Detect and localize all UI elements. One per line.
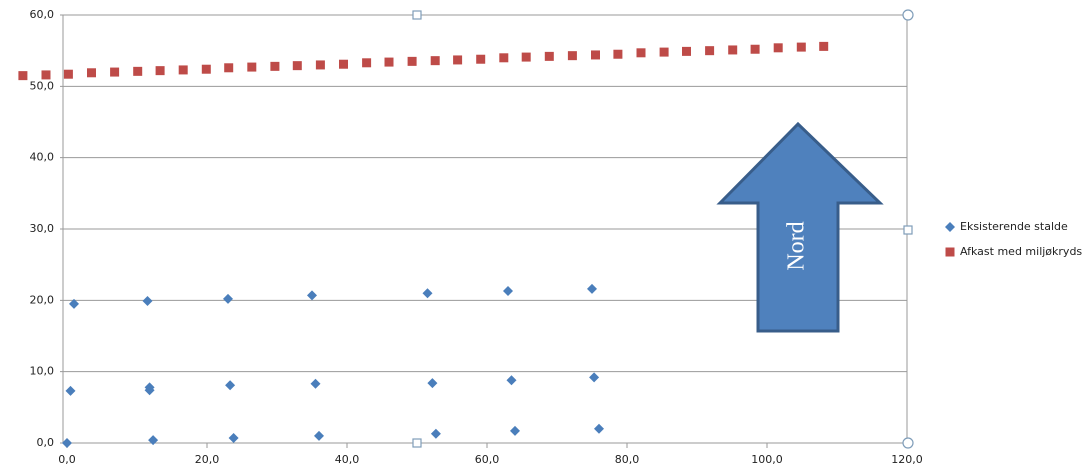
legend-label: Afkast med miljøkryds [960, 245, 1082, 258]
point [591, 50, 600, 60]
legend-marker [945, 247, 955, 257]
point [705, 46, 715, 56]
y-tick-label: 40,0 [30, 151, 55, 164]
point [87, 68, 96, 78]
point [314, 430, 324, 441]
point [362, 58, 372, 68]
point [613, 49, 623, 59]
y-tick-label: 20,0 [30, 293, 55, 306]
x-tick-label: 80,0 [615, 453, 640, 466]
point [499, 53, 509, 63]
north-arrow: Nord [716, 121, 884, 333]
y-tick-label: 50,0 [30, 79, 55, 92]
arrow-label: Nord [784, 221, 810, 270]
point [247, 62, 257, 72]
point [41, 70, 51, 80]
point [63, 69, 73, 79]
point [430, 56, 440, 66]
point [476, 54, 486, 64]
point [750, 44, 760, 54]
point [339, 59, 348, 69]
point [773, 43, 783, 53]
point [453, 55, 463, 65]
point [292, 61, 302, 71]
x-tick-label: 20,0 [195, 453, 220, 466]
x-tick-label: 120,0 [891, 453, 923, 466]
point [228, 433, 239, 444]
point [567, 51, 577, 61]
point [224, 63, 234, 73]
point [133, 66, 143, 76]
point [422, 288, 433, 299]
point [307, 290, 317, 301]
point [430, 428, 441, 439]
point [69, 298, 79, 309]
point [682, 46, 691, 56]
point [796, 42, 806, 52]
y-tick-label: 30,0 [30, 222, 55, 235]
point [427, 378, 438, 389]
handle [902, 437, 914, 449]
point [18, 71, 28, 81]
y-tick-label: 0,0 [37, 436, 55, 449]
point [407, 56, 417, 66]
arrow-shape [716, 121, 884, 333]
point [544, 51, 554, 61]
point [636, 48, 646, 58]
point [65, 385, 76, 396]
point [819, 41, 829, 51]
point [521, 52, 531, 62]
point [384, 57, 394, 67]
point [506, 375, 517, 386]
point [201, 64, 211, 74]
handle [903, 225, 913, 235]
selection-handles [412, 9, 914, 449]
y-tick-label: 60,0 [30, 8, 55, 21]
point [510, 425, 520, 436]
point [587, 283, 597, 294]
point [315, 60, 325, 70]
handle [902, 9, 914, 21]
point [728, 45, 738, 55]
point [503, 286, 513, 297]
y-tick-label: 10,0 [30, 365, 55, 378]
point [589, 372, 600, 383]
legend-label: Eksisterende stalde [960, 220, 1068, 233]
x-tick-label: 0,0 [58, 453, 76, 466]
point [178, 65, 188, 75]
point [223, 293, 233, 304]
point [110, 67, 120, 77]
point [148, 435, 159, 446]
point [270, 61, 280, 71]
point [225, 380, 236, 391]
x-tick-label: 40,0 [335, 453, 360, 466]
point [310, 378, 321, 389]
point [594, 423, 604, 434]
legend-marker [945, 222, 955, 232]
point [155, 66, 165, 76]
x-tick-label: 100,0 [751, 453, 783, 466]
point [144, 385, 155, 396]
x-tick-label: 60,0 [475, 453, 500, 466]
handle [412, 438, 422, 448]
handle [412, 10, 422, 20]
point [62, 438, 72, 448]
point [142, 296, 153, 307]
point [659, 47, 669, 57]
